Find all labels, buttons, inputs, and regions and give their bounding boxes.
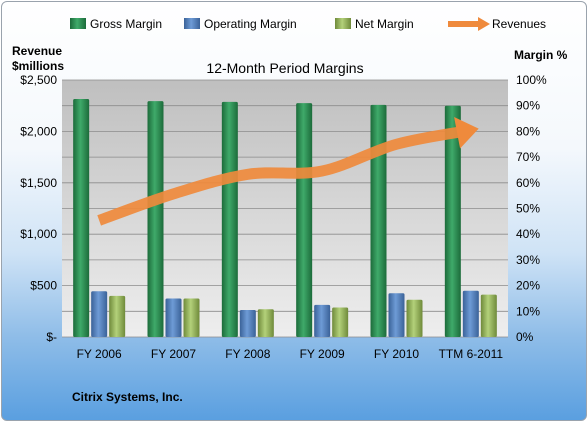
- bar-net-margin: [406, 299, 423, 337]
- right-tick-label: 70%: [516, 150, 540, 164]
- revenue-line: [97, 117, 479, 226]
- left-tick-label: $-: [46, 330, 57, 344]
- right-tick-label: 50%: [516, 202, 540, 216]
- bar-gross-margin: [296, 103, 313, 337]
- legend-arrow-revenues: [478, 17, 490, 31]
- legend-swatch-operating-margin: [184, 18, 200, 29]
- bar-net-margin: [332, 307, 349, 337]
- legend-swatch-net-margin: [335, 18, 351, 29]
- bar-operating-margin: [165, 298, 182, 337]
- chart-title: 12-Month Period Margins: [206, 60, 363, 76]
- right-tick-label: 10%: [516, 304, 540, 318]
- legend-label-operating-margin: Operating Margin: [204, 17, 297, 31]
- x-tick-label: FY 2006: [77, 347, 122, 361]
- bar-gross-margin: [221, 101, 238, 337]
- bar-gross-margin: [444, 105, 461, 337]
- left-tick-label: $2,500: [20, 73, 57, 87]
- bar-gross-margin: [370, 104, 387, 337]
- company-name: Citrix Systems, Inc.: [72, 390, 183, 404]
- left-tick-label: $500: [30, 279, 57, 293]
- left-axis-title-line1: Revenue: [12, 44, 62, 58]
- x-tick-label: FY 2010: [374, 347, 419, 361]
- x-tick-label: FY 2008: [225, 347, 270, 361]
- right-tick-label: 0%: [516, 330, 534, 344]
- right-tick-label: 20%: [516, 279, 540, 293]
- left-tick-label: $1,500: [20, 176, 57, 190]
- left-tick-label: $1,000: [20, 227, 57, 241]
- x-axis-ticks: FY 2006 FY 2007 FY 2008 FY 2009 FY 2010 TTM 6…: [77, 347, 504, 361]
- bar-gross-margin: [73, 99, 90, 337]
- bar-net-margin: [109, 295, 126, 337]
- bar-operating-margin: [91, 291, 108, 337]
- x-tick-label: TTM 6-2011: [439, 347, 504, 361]
- legend-label-gross-margin: Gross Margin: [90, 17, 162, 31]
- bar-operating-margin: [314, 304, 331, 337]
- left-axis-ticks: $- $500 $1,000 $1,500 $2,000 $2,500: [20, 73, 57, 344]
- right-tick-label: 30%: [516, 253, 540, 267]
- legend-swatch-gross-margin: [70, 18, 86, 29]
- right-axis-ticks: 0% 10% 20% 30% 40% 50% 60% 70% 80% 90% 100%: [516, 73, 547, 344]
- bar-net-margin: [257, 309, 274, 337]
- bar-operating-margin: [462, 290, 479, 337]
- right-tick-label: 90%: [516, 99, 540, 113]
- bar-operating-margin: [388, 293, 405, 337]
- right-tick-label: 80%: [516, 124, 540, 138]
- bar-net-margin: [480, 294, 497, 337]
- legend: Gross Margin Operating Margin Net Margin…: [70, 17, 546, 31]
- right-axis-title: Margin %: [514, 48, 568, 62]
- right-tick-label: 100%: [516, 73, 547, 87]
- bar-gross-margin: [147, 101, 164, 337]
- bars: [73, 99, 497, 337]
- revenue-line-path: [97, 124, 472, 226]
- bar-net-margin: [183, 298, 200, 337]
- x-tick-label: FY 2009: [300, 347, 345, 361]
- right-tick-label: 60%: [516, 176, 540, 190]
- revenue-arrowhead: [454, 117, 479, 149]
- left-axis-title-line2: $millions: [12, 59, 64, 73]
- x-tick-label: FY 2007: [151, 347, 196, 361]
- right-tick-label: 40%: [516, 227, 540, 241]
- bar-operating-margin: [239, 310, 256, 337]
- left-tick-label: $2,000: [20, 124, 57, 138]
- legend-label-net-margin: Net Margin: [355, 17, 414, 31]
- legend-label-revenues: Revenues: [492, 17, 546, 31]
